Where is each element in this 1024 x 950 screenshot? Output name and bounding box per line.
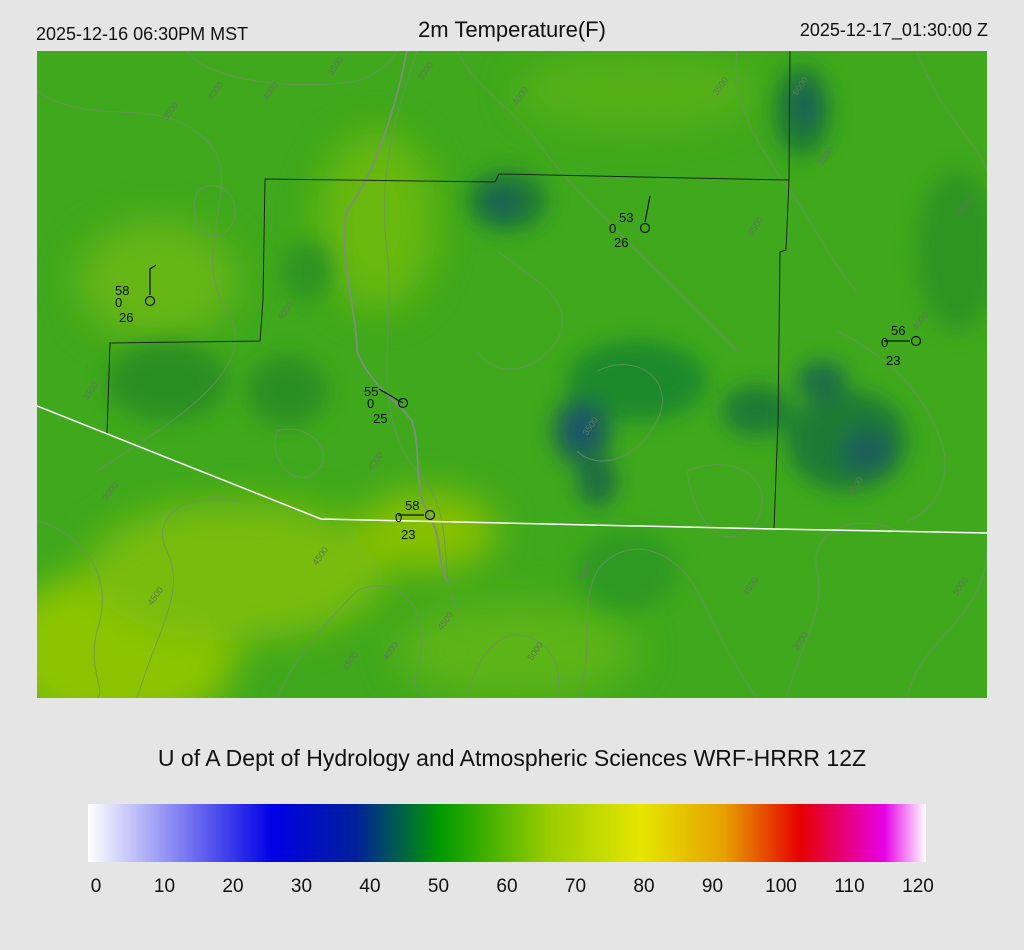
colorbar-tick-120: 120 (902, 876, 934, 897)
station-5: 560 23 (881, 323, 922, 368)
utc-time-label: 2025-12-17_01:30:00 Z (799, 20, 988, 40)
colorbar-tick-90: 90 (701, 876, 724, 897)
colorbar-tick-0: 0 (90, 876, 102, 897)
station-wind: 0 (395, 510, 402, 525)
state-border (37, 405, 987, 534)
station-temp: 58 (405, 498, 419, 513)
colorbar-tick-50: 50 (427, 876, 450, 897)
station-dew: 26 (119, 310, 133, 325)
station-wind: 0 (115, 295, 122, 310)
colorbar-tick-100: 100 (765, 876, 797, 897)
county-borders (106, 51, 791, 530)
colorbar-tick-30: 30 (290, 876, 313, 897)
colorbar-tick-60: 60 (496, 876, 518, 897)
station-circle-icon (639, 222, 651, 234)
station-circle-icon (397, 397, 409, 409)
station-wind: 0 (609, 221, 616, 236)
station-circle-icon (910, 335, 922, 347)
elevation-contours (37, 51, 987, 698)
station-dew: 26 (614, 235, 628, 250)
wind-barb-icon (149, 264, 157, 295)
model-credit: U of A Dept of Hydrology and Atmospheric… (157, 745, 867, 771)
station-dew: 23 (886, 353, 900, 368)
colorbar (88, 804, 926, 862)
colorbar-tick-10: 10 (153, 876, 176, 897)
station-temp: 58 (115, 283, 129, 298)
station-dew: 25 (373, 411, 387, 426)
colorbar-tick-70: 70 (564, 876, 587, 897)
colorbar-tick-labels: 0 10 20 30 40 50 60 70 80 90 100 110 120 (0, 876, 1024, 906)
colorbar-tick-40: 40 (359, 876, 381, 897)
station-wind: 0 (367, 396, 374, 411)
station-temp: 56 (891, 323, 905, 338)
colorbar-tick-80: 80 (633, 876, 655, 897)
station-temp: 55 (364, 384, 378, 399)
wind-barb-icon (644, 195, 651, 223)
colorbar-tick-110: 110 (834, 876, 865, 897)
colorbar-gradient (88, 804, 926, 862)
colorbar-tick-20: 20 (222, 876, 244, 897)
station-circle-icon (424, 509, 436, 521)
station-4: 580 23 (395, 498, 436, 542)
station-circle-icon (144, 295, 156, 307)
map-title: 2m Temperature(F) (418, 17, 606, 42)
station-dew: 23 (401, 527, 415, 542)
station-wind: 0 (881, 335, 888, 350)
local-time-label: 2025-12-16 06:30PM MST (36, 24, 249, 44)
station-temp: 53 (619, 210, 633, 225)
